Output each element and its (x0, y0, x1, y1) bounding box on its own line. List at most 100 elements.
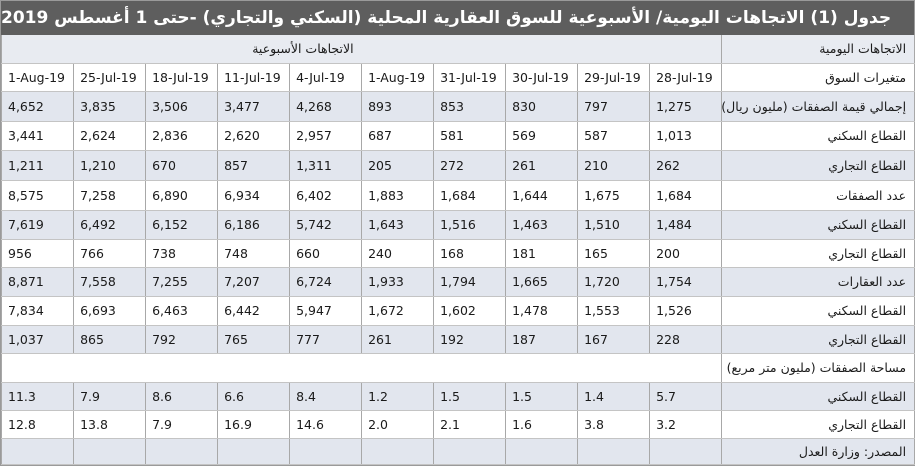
row-label: عدد الصفقات (721, 180, 915, 211)
table-row: عدد الصفقات 1,684 1,675 1,644 1,684 1,883 6,40… (0, 180, 915, 211)
value-cell: 1,720 (577, 267, 651, 297)
table-row: القطاع السكني 1,484 1,510 1,463 1,516 1,643 5,… (0, 210, 915, 240)
area-section-row: مساحة الصفقات (مليون متر مربع) (0, 353, 915, 383)
value-cell: 181 (505, 239, 579, 268)
date-cell: 1-Aug-19 (0, 63, 75, 92)
value-cell: 7,619 (0, 210, 75, 240)
value-cell: 8,575 (0, 180, 75, 211)
empty-cell (217, 438, 291, 465)
value-cell: 1,553 (577, 296, 651, 326)
table-row: القطاع السكني 1,013 587 569 581 687 2,957 2,620… (0, 121, 915, 151)
empty-cell (577, 438, 651, 465)
value-cell: 3,477 (217, 91, 291, 122)
value-cell: 1.2 (361, 382, 435, 411)
value-cell: 581 (433, 121, 507, 151)
value-cell: 7,207 (217, 267, 291, 297)
value-cell: 168 (433, 239, 507, 268)
value-cell: 6.6 (217, 382, 291, 411)
value-cell: 569 (505, 121, 579, 151)
date-cell: 25-Jul-19 (73, 63, 147, 92)
value-cell: 4,268 (289, 91, 363, 122)
value-cell: 7,558 (73, 267, 147, 297)
value-cell: 7,255 (145, 267, 219, 297)
value-cell: 13.8 (73, 410, 147, 439)
date-cell: 1-Aug-19 (361, 63, 435, 92)
value-cell: 1,684 (649, 180, 723, 211)
value-cell: 865 (73, 325, 147, 354)
value-cell: 3.8 (577, 410, 651, 439)
market-variables-header: متغيرات السوق (721, 63, 915, 92)
table-row: عدد العقارات 1,754 1,720 1,665 1,794 1,933 6,7… (0, 267, 915, 297)
value-cell: 3.2 (649, 410, 723, 439)
value-cell: 200 (649, 239, 723, 268)
value-cell: 2,624 (73, 121, 147, 151)
market-trends-table: الاتجاهات اليومية الاتجاهات الأسبوعية مت… (0, 35, 915, 465)
value-cell: 1,684 (433, 180, 507, 211)
value-cell: 187 (505, 325, 579, 354)
value-cell: 1,463 (505, 210, 579, 240)
row-label: القطاع السكني (721, 210, 915, 240)
value-cell: 262 (649, 150, 723, 181)
date-cell: 18-Jul-19 (145, 63, 219, 92)
value-cell: 6,890 (145, 180, 219, 211)
value-cell: 1.5 (505, 382, 579, 411)
value-cell: 261 (361, 325, 435, 354)
value-cell: 5,742 (289, 210, 363, 240)
value-cell: 6,492 (73, 210, 147, 240)
area-section-blank (0, 353, 722, 383)
value-cell: 1.4 (577, 382, 651, 411)
value-cell: 1,484 (649, 210, 723, 240)
table-row: القطاع التجاري 262 210 261 272 205 1,311 857 670… (0, 150, 915, 181)
value-cell: 1,933 (361, 267, 435, 297)
value-cell: 6,402 (289, 180, 363, 211)
value-cell: 765 (217, 325, 291, 354)
value-cell: 3,506 (145, 91, 219, 122)
value-cell: 738 (145, 239, 219, 268)
date-cell: 28-Jul-19 (649, 63, 723, 92)
row-label: القطاع السكني (721, 296, 915, 326)
value-cell: 228 (649, 325, 723, 354)
value-cell: 7,834 (0, 296, 75, 326)
empty-cell (289, 438, 363, 465)
value-cell: 7.9 (145, 410, 219, 439)
value-cell: 797 (577, 91, 651, 122)
value-cell: 1,478 (505, 296, 579, 326)
value-cell: 192 (433, 325, 507, 354)
empty-cell (0, 438, 75, 465)
value-cell: 1,510 (577, 210, 651, 240)
empty-cell (73, 438, 147, 465)
value-cell: 1,037 (0, 325, 75, 354)
empty-cell (145, 438, 219, 465)
value-cell: 6,934 (217, 180, 291, 211)
row-label: القطاع التجاري (721, 239, 915, 268)
value-cell: 766 (73, 239, 147, 268)
table-row: إجمالي قيمة الصفقات (مليون ريال) 1,275 797… (0, 91, 915, 122)
empty-cell (505, 438, 579, 465)
value-cell: 8.6 (145, 382, 219, 411)
value-cell: 14.6 (289, 410, 363, 439)
empty-cell (433, 438, 507, 465)
value-cell: 1,013 (649, 121, 723, 151)
table-row: القطاع السكني 1,526 1,553 1,478 1,602 1,672 5,… (0, 296, 915, 326)
value-cell: 12.8 (0, 410, 75, 439)
row-label: إجمالي قيمة الصفقات (مليون ريال) (721, 91, 915, 122)
value-cell: 1,643 (361, 210, 435, 240)
value-cell: 853 (433, 91, 507, 122)
value-cell: 1,672 (361, 296, 435, 326)
value-cell: 4,652 (0, 91, 75, 122)
empty-cell (649, 438, 723, 465)
value-cell: 167 (577, 325, 651, 354)
source-row: المصدر: وزارة العدل (0, 438, 915, 465)
value-cell: 2.0 (361, 410, 435, 439)
value-cell: 5,947 (289, 296, 363, 326)
value-cell: 1,210 (73, 150, 147, 181)
value-cell: 1.6 (505, 410, 579, 439)
value-cell: 670 (145, 150, 219, 181)
value-cell: 272 (433, 150, 507, 181)
value-cell: 857 (217, 150, 291, 181)
value-cell: 1,665 (505, 267, 579, 297)
value-cell: 8,871 (0, 267, 75, 297)
value-cell: 7.9 (73, 382, 147, 411)
value-cell: 1,675 (577, 180, 651, 211)
